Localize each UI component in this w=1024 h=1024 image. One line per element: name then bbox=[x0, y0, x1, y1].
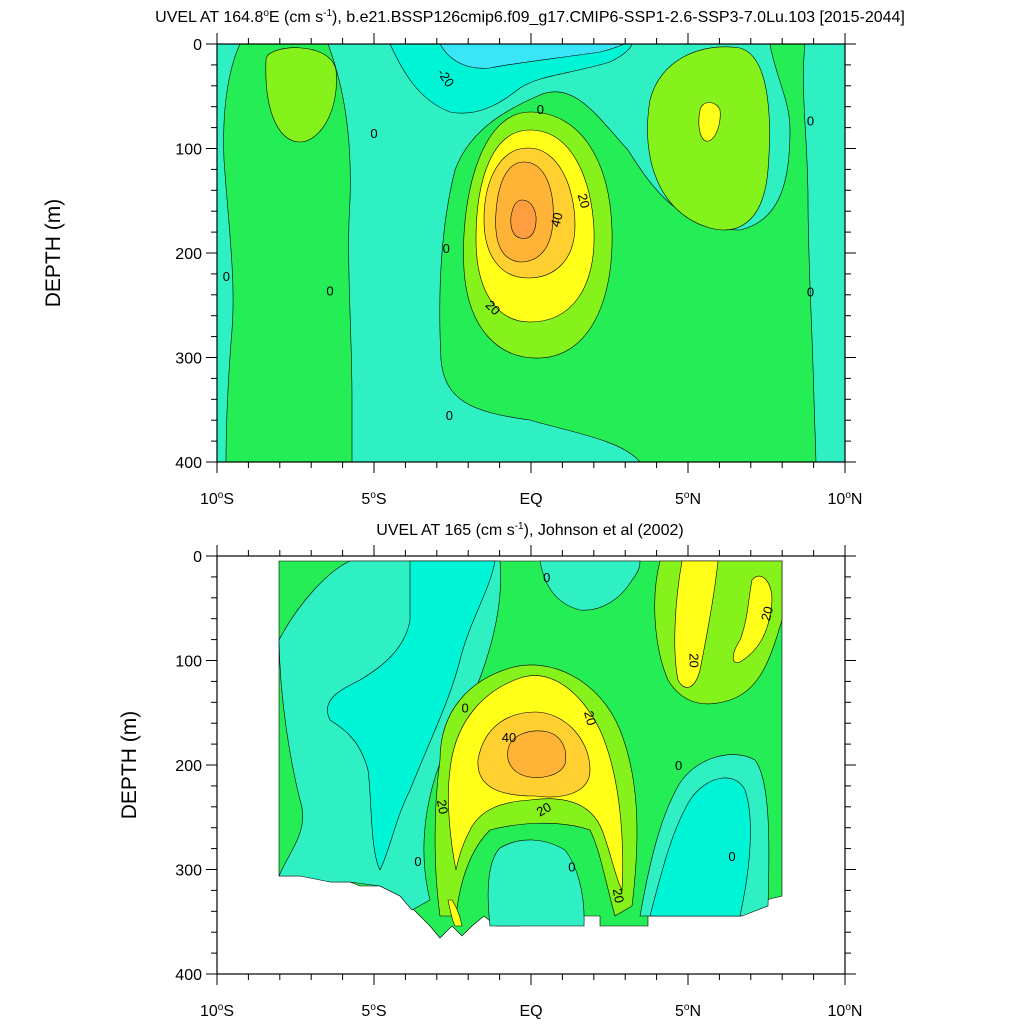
contour-label: 0 bbox=[414, 854, 421, 869]
y-tick-label: 100 bbox=[175, 142, 202, 159]
contour-label-text: 0 bbox=[414, 854, 421, 869]
contour-label: 0 bbox=[443, 241, 450, 256]
contour-label: 20 bbox=[581, 709, 599, 727]
contour-label-text: 20 bbox=[610, 887, 627, 904]
y-tick-label: 400 bbox=[175, 455, 202, 472]
contour-label: 20 bbox=[686, 653, 701, 667]
contour-label-text: 0 bbox=[446, 408, 453, 423]
contour-label: 0 bbox=[543, 570, 550, 585]
contour-label-text: 20 bbox=[534, 799, 554, 819]
top-chart-title: UVEL AT 164.8oE (cm s-1), b.e21.BSSP126c… bbox=[155, 8, 905, 26]
contour-label: 0 bbox=[537, 102, 544, 117]
contour-label: 0 bbox=[807, 113, 814, 128]
top-fill-right-neg bbox=[803, 44, 845, 462]
bottom-fill-deep-finger bbox=[447, 899, 463, 927]
contour-label-text: 0 bbox=[675, 758, 682, 773]
y-tick-label: 300 bbox=[175, 351, 202, 368]
top-fill-m30 bbox=[439, 44, 625, 69]
y-tick-label: 0 bbox=[193, 37, 202, 54]
contour-label-text: 0 bbox=[537, 102, 544, 117]
contour-label-text: 0 bbox=[461, 701, 468, 716]
contour-label-text: 40 bbox=[547, 211, 565, 229]
contour-label-text: 0 bbox=[223, 269, 230, 284]
contour-label: 0 bbox=[807, 285, 814, 300]
contour-label-text: 0 bbox=[568, 859, 575, 874]
contour-label: 0 bbox=[728, 849, 735, 864]
top-y-axis-label: DEPTH (m) bbox=[42, 199, 65, 308]
top-fill-m20 bbox=[389, 44, 633, 114]
contour-label-text: 20 bbox=[686, 653, 701, 667]
contour-label-text: 20 bbox=[434, 798, 451, 815]
contour-label-text: 20 bbox=[575, 192, 593, 210]
contour-label-text: 0 bbox=[728, 849, 735, 864]
bottom-fill-right-m20 bbox=[649, 777, 751, 917]
x-tick-label: 10oN bbox=[828, 490, 863, 508]
contour-label-text: 0 bbox=[443, 241, 450, 256]
contour-label: 20 bbox=[610, 887, 627, 904]
bottom-fill-ur-20a bbox=[674, 560, 719, 688]
bottom-y-axis-label: DEPTH (m) bbox=[118, 711, 141, 820]
contour-label: 20 bbox=[575, 192, 593, 210]
contour-label-text: 0 bbox=[807, 285, 814, 300]
bottom-panel: UVEL AT 165 (cm s-1), Johnson et al (200… bbox=[118, 521, 862, 1020]
contour-label: 0 bbox=[446, 408, 453, 423]
contour-label-text: 0 bbox=[807, 113, 814, 128]
contour-label-text: 0 bbox=[543, 570, 550, 585]
x-tick-label: 10oS bbox=[200, 490, 234, 508]
bottom-chart-title: UVEL AT 165 (cm s-1), Johnson et al (200… bbox=[376, 521, 683, 539]
top-fill-right-core bbox=[698, 102, 721, 142]
x-tick-label: 10oN bbox=[828, 1002, 863, 1020]
bottom-fill-center-neg bbox=[487, 839, 585, 927]
x-tick-label: 5oN bbox=[675, 1002, 701, 1020]
contour-label-text: 0 bbox=[326, 284, 333, 299]
x-tick-label: 5oS bbox=[361, 490, 386, 508]
contour-label: 0 bbox=[223, 269, 230, 284]
y-tick-label: 200 bbox=[175, 758, 202, 775]
contour-label: 0 bbox=[370, 126, 377, 141]
x-tick-label: 10oS bbox=[200, 1002, 234, 1020]
contour-label-text: 20 bbox=[758, 605, 776, 623]
y-tick-label: 400 bbox=[175, 967, 202, 984]
bottom-fill-left-m20 bbox=[327, 560, 496, 871]
contour-label: 20 bbox=[758, 605, 776, 623]
x-tick-label: 5oN bbox=[675, 490, 701, 508]
x-tick-label: EQ bbox=[519, 1003, 542, 1020]
top-fill-left-blob bbox=[265, 47, 337, 143]
top-panel: UVEL AT 164.8oE (cm s-1), b.e21.BSSP126c… bbox=[42, 8, 905, 508]
y-tick-label: 300 bbox=[175, 863, 202, 880]
x-tick-label: 5oS bbox=[361, 1002, 386, 1020]
bottom-fill-top-neg bbox=[539, 560, 641, 611]
contour-label: 0 bbox=[675, 758, 682, 773]
bottom-fill-ur-20b bbox=[732, 575, 773, 663]
contour-label: 0 bbox=[568, 859, 575, 874]
y-tick-label: 100 bbox=[175, 654, 202, 671]
contour-label: 40 bbox=[547, 211, 565, 229]
x-tick-label: EQ bbox=[519, 491, 542, 508]
y-tick-label: 0 bbox=[193, 549, 202, 566]
contour-label: 20 bbox=[534, 799, 554, 819]
bottom-contour-labels: 0 20 20 0 20 40 0 20 20 0 0 0 20 bbox=[414, 570, 776, 904]
top-contour-fill bbox=[217, 44, 845, 462]
bottom-contour-fill bbox=[278, 560, 783, 939]
contour-label: 40 bbox=[502, 730, 516, 745]
contour-label-text: 0 bbox=[370, 126, 377, 141]
bottom-fill-jet-40 bbox=[507, 730, 567, 778]
contour-label: 20 bbox=[434, 798, 451, 815]
top-fill-left-neg bbox=[217, 44, 241, 462]
contour-label: 0 bbox=[326, 284, 333, 299]
contour-label-text: 40 bbox=[502, 730, 516, 745]
top-fill-core-50 bbox=[510, 199, 537, 239]
contour-label: 0 bbox=[461, 701, 468, 716]
contour-label-text: 20 bbox=[581, 709, 599, 727]
y-tick-label: 200 bbox=[175, 246, 202, 263]
